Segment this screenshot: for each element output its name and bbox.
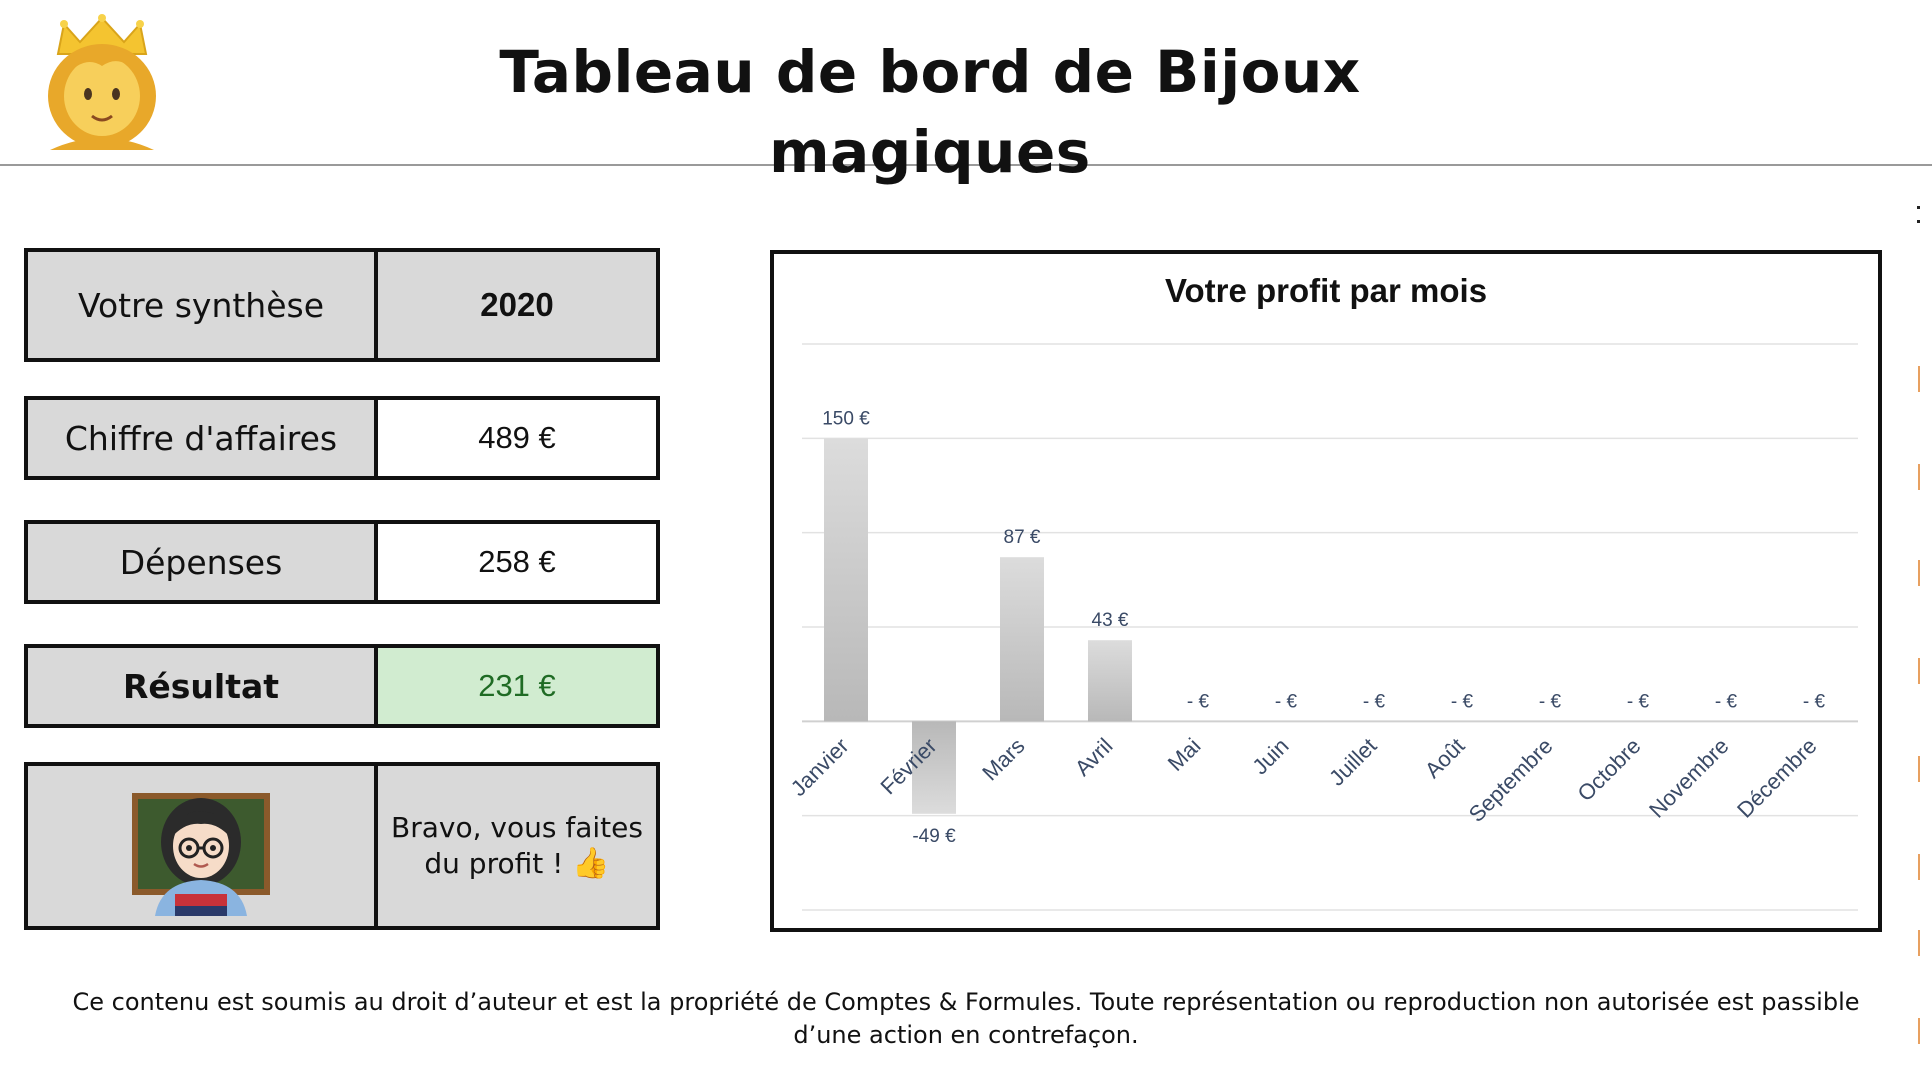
bar-avril [1088,640,1132,722]
result-label: Résultat [28,648,378,724]
header: Tableau de bord de Bijoux magiques [0,0,1932,186]
revenue-row: Chiffre d'affaires 489 € [24,396,660,480]
expenses-value[interactable]: 258 € [378,524,656,600]
copyright-line-1: Ce contenu est soumis au droit d’auteur … [72,988,1860,1016]
message-cell: Bravo, vous faites du profit ! 👍 [378,766,656,926]
edge-mark [1918,560,1920,586]
result-value[interactable]: 231 € [378,648,656,724]
edge-mark [1918,756,1920,782]
revenue-label: Chiffre d'affaires [28,400,378,476]
edge-mark [1918,366,1920,392]
summary-year-label: Votre synthèse [28,252,378,358]
thumbs-up-icon: 👍 [572,846,610,881]
edge-mark [1918,658,1920,684]
expenses-row: Dépenses 258 € [24,520,660,604]
data-label: 87 € [1004,527,1041,548]
bar-mars [1000,557,1044,722]
teacher-icon [132,793,270,916]
category-label: Mars [977,733,1029,785]
edge-mark [1918,464,1920,490]
result-row: Résultat 231 € [24,644,660,728]
data-label: - € [1451,691,1474,712]
data-label: - € [1627,691,1650,712]
data-label: -49 € [912,826,956,847]
copyright-line-2: d’une action en contrefaçon. [793,1021,1139,1049]
edge-mark [1918,930,1920,956]
data-label: - € [1363,691,1386,712]
edge-mark [1917,206,1920,209]
bar-février [912,721,956,814]
revenue-value[interactable]: 489 € [378,400,656,476]
data-label: - € [1715,691,1738,712]
edge-mark [1918,1018,1920,1044]
category-label: Décembre [1732,733,1821,822]
data-label: 43 € [1092,610,1129,631]
summary-year-value[interactable]: 2020 [378,252,656,358]
data-label: 150 € [822,408,870,429]
expenses-label: Dépenses [28,524,378,600]
category-label: Mai [1163,733,1206,776]
edge-mark [1917,220,1920,223]
princess-icon [48,14,156,150]
data-label: - € [1803,691,1826,712]
profit-chart: Votre profit par mois 150 € Janvier -49 € F… [770,250,1882,932]
data-label: - € [1187,691,1210,712]
category-label: Juillet [1324,733,1381,790]
message-row: Bravo, vous faites du profit ! 👍 [24,762,660,930]
page-title: Tableau de bord de Bijoux magiques [499,38,1361,186]
data-label: - € [1539,691,1562,712]
summary-year-row: Votre synthèse 2020 [24,248,660,362]
data-label: - € [1275,691,1298,712]
category-label: Octobre [1573,733,1646,806]
bar-janvier [824,438,868,722]
category-label: Septembre [1464,733,1558,827]
chart-title: Votre profit par mois [1164,272,1488,309]
category-label: Novembre [1644,733,1733,822]
teacher-cell [28,766,378,926]
category-label: Janvier [786,733,854,801]
edge-mark [1918,854,1920,880]
profit-message: Bravo, vous faites du profit ! [391,811,643,880]
category-label: Août [1420,733,1470,783]
category-label: Juin [1247,733,1293,779]
category-label: Avril [1070,733,1118,781]
copyright-footer: Ce contenu est soumis au droit d’auteur … [40,986,1892,1052]
